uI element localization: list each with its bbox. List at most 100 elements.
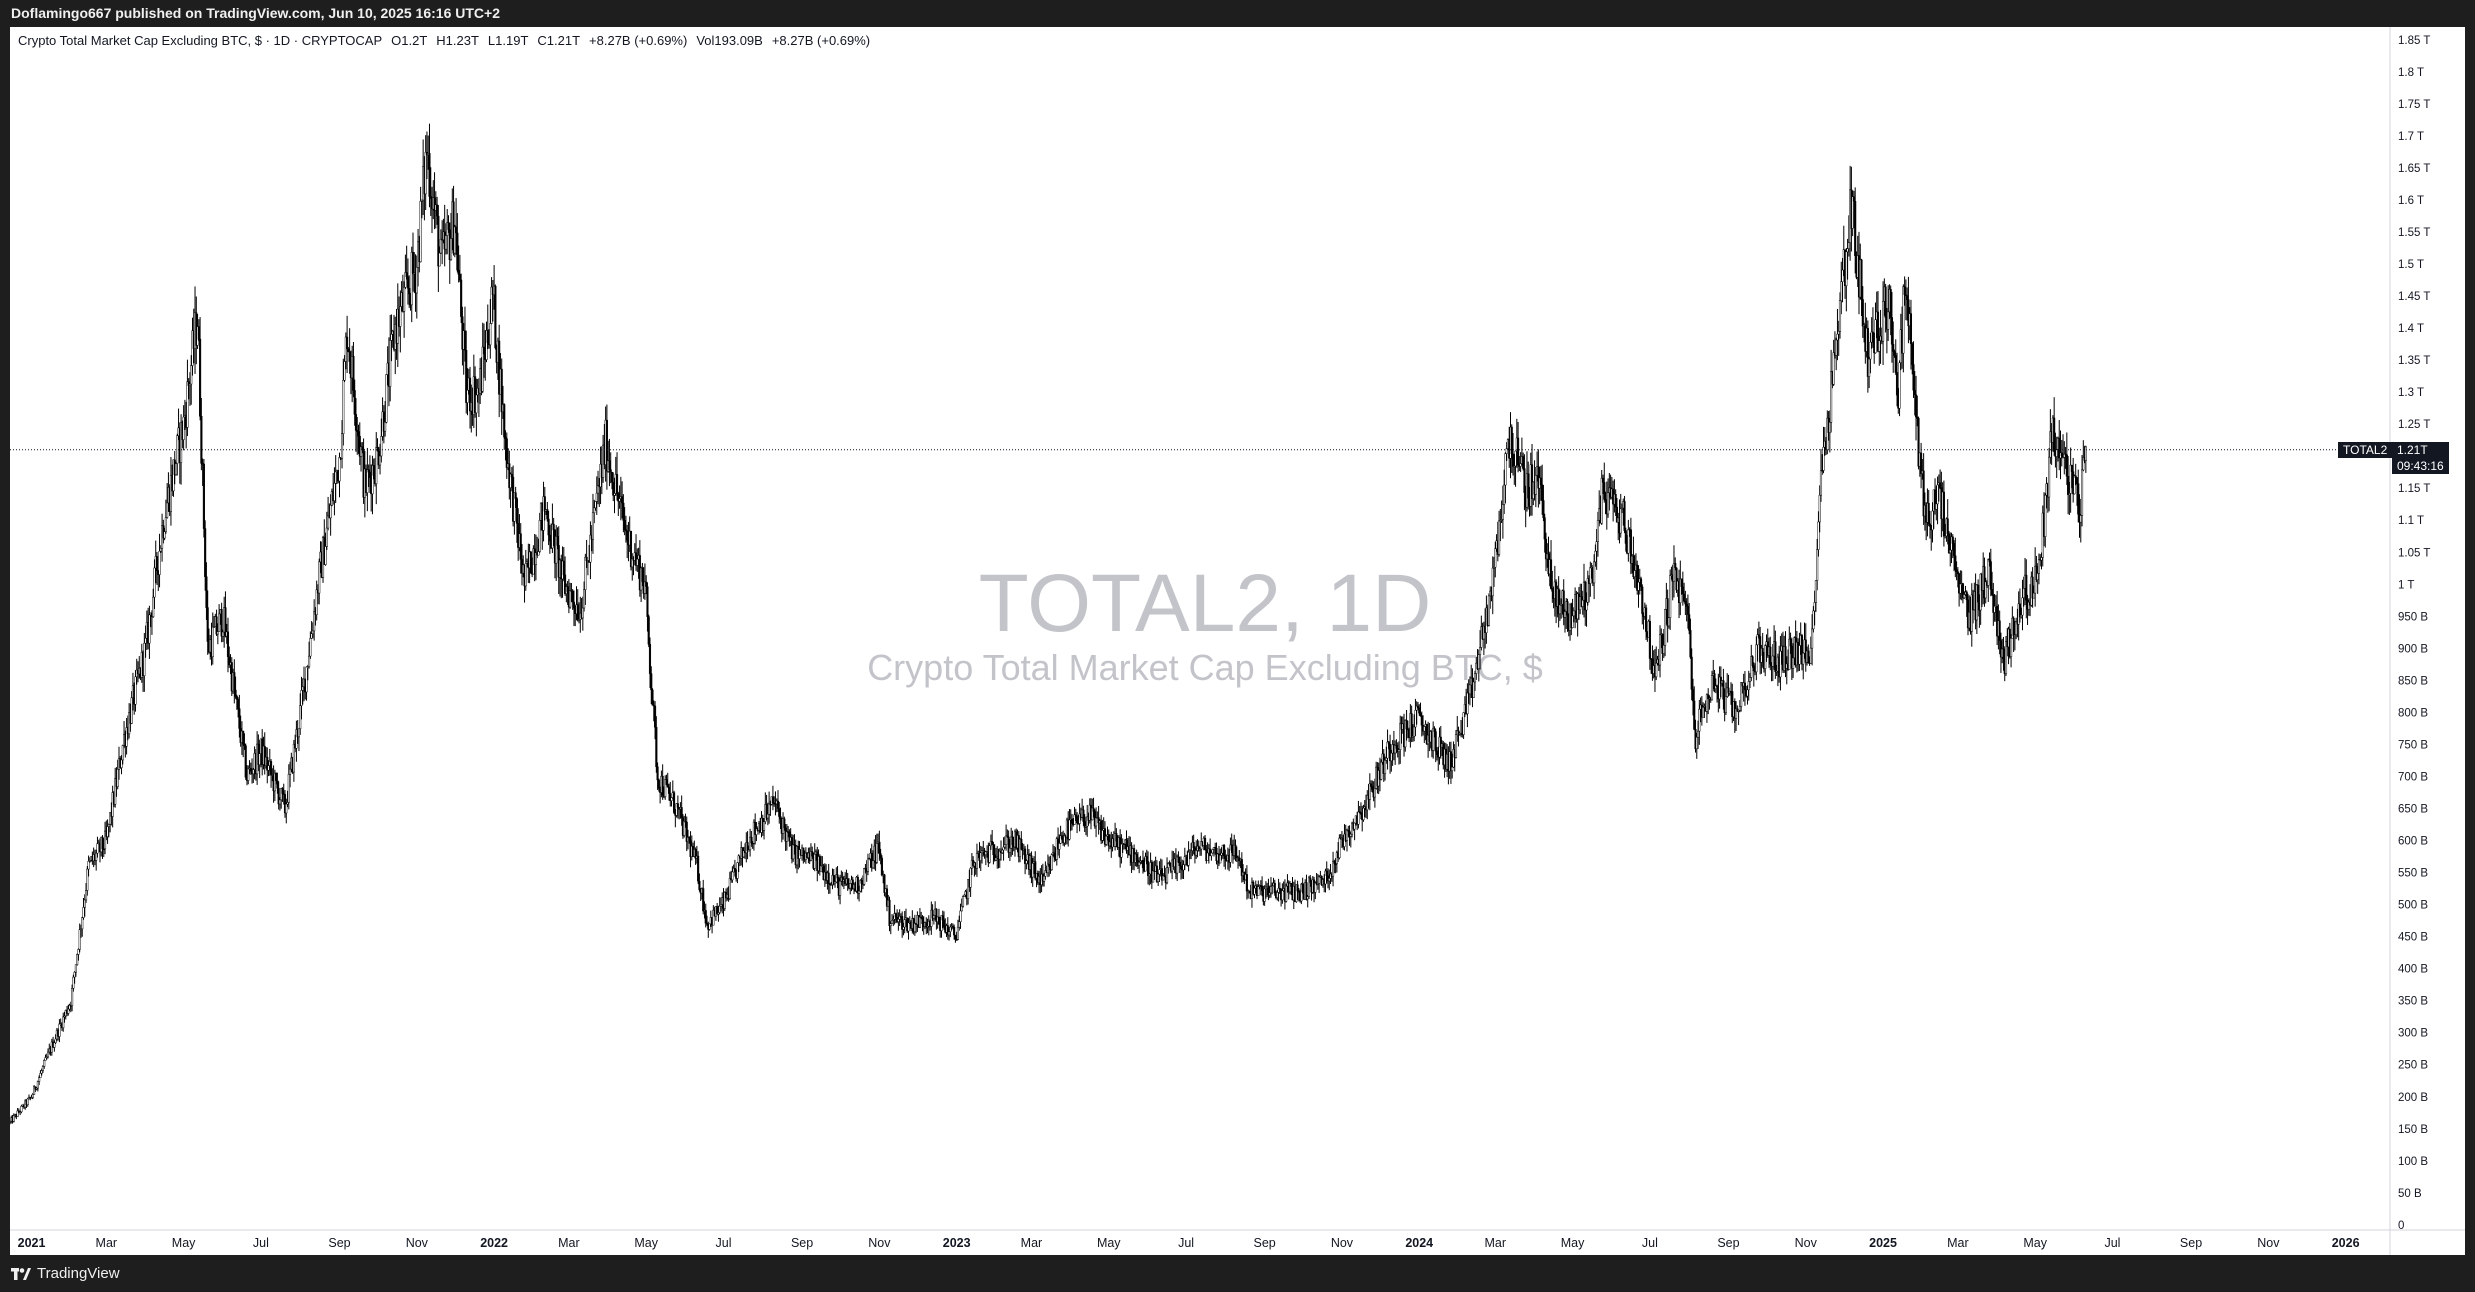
candle-body [827,872,830,885]
candle-body [1269,886,1273,894]
candle-body [226,631,230,657]
candle-body [1204,838,1207,850]
price-tick-label: 1.15 T [2398,483,2430,495]
candle-body [1405,719,1408,730]
candle-body [1889,289,1892,318]
candle-body [116,769,119,787]
candle-body [403,286,406,312]
candle-body [889,923,892,926]
candle-body [878,841,881,854]
candle-body [562,560,565,576]
candle-body [1025,860,1028,864]
candle-body [1648,621,1651,659]
ticker-label: TOTAL2 [2338,441,2393,458]
price-tick-label: 1.3 T [2398,387,2424,399]
candle-body [1927,502,1930,525]
candle-body [1691,689,1695,702]
candle-body [1024,848,1027,864]
candle-body [1752,665,1755,672]
candle-body [1987,559,1990,586]
chart-frame[interactable]: TOTAL2, 1D Crypto Total Market Cap Exclu… [10,27,2465,1255]
candle-body [238,708,241,729]
time-tick-label: 2023 [943,1236,971,1250]
candle-body [186,381,189,428]
legend-open: O1.2T [391,33,428,48]
candle-body [1511,453,1515,467]
publish-info-text: Doflamingo667 published on TradingView.c… [11,5,500,21]
candle-body [1902,286,1905,354]
candle-body [460,279,463,317]
candle-body [1868,358,1871,377]
candle-body [1906,295,1909,300]
price-tick-label: 1.25 T [2398,419,2430,431]
candle-body [1756,634,1759,646]
candlestick-chart[interactable]: 0 50 B 100 B 150 B 200 B 250 B 300 B 350 B 400 B… [10,27,2465,1255]
candle-body [1060,835,1063,839]
candle-body [1913,389,1916,395]
candle-body [325,527,328,547]
candle-body [1600,477,1603,524]
candle-body [1551,588,1554,592]
candle-body [555,536,558,564]
candle-body [1003,844,1006,848]
candle-body [190,365,193,385]
candle-body [1276,892,1279,898]
candle-body [880,857,883,876]
candle-body [1722,680,1725,700]
candle-body [83,899,86,908]
candle-body [101,836,104,850]
candle-body [1788,638,1791,670]
candle-body [1841,269,1844,282]
candle-body [2025,574,2028,601]
time-tick-label: Mar [1021,1236,1043,1250]
candle-body [1920,452,1923,474]
candle-body [233,672,236,691]
candle-body [1893,351,1896,356]
candle-body [1935,503,1938,510]
tradingview-logo[interactable]: TradingView [11,1265,120,1282]
candle-body [221,631,224,637]
candle-body [776,800,780,809]
candle-body [1120,843,1123,858]
candle-body [1789,638,1792,647]
candle-body [1727,687,1730,694]
time-tick-label: Jul [1178,1236,1194,1250]
price-tick-label: 500 B [2398,900,2428,912]
candle-body [1271,885,1274,888]
candle-body [593,507,596,514]
candle-body [276,780,279,789]
candle-body [2065,454,2068,477]
candle-body [902,926,905,930]
candle-body [519,533,522,560]
candle-body [1939,482,1942,488]
candle-body [1187,851,1190,866]
price-tick-label: 900 B [2398,643,2428,655]
candle-body [1658,634,1662,666]
candle-body [343,361,346,381]
candle-body [1798,645,1801,665]
price-tick-label: 600 B [2398,836,2428,848]
candle-body [249,768,252,772]
candle-body [948,931,951,936]
candle-body [1105,835,1108,845]
candle-body [1917,418,1920,467]
candle-body [1008,848,1011,853]
candle-body [1296,884,1299,892]
legend-volume-change: +8.27B (+0.69%) [771,33,871,48]
time-tick-label: Mar [558,1236,580,1250]
candle-body [1951,536,1954,544]
candle-body [1884,286,1887,318]
publish-header: Doflamingo667 published on TradingView.c… [0,0,2475,27]
candle-body [1192,842,1195,849]
candle-body [1695,736,1698,750]
candle-body [647,616,650,645]
candle-body [664,779,667,797]
candle-body [673,792,676,813]
candle-body [1220,852,1223,856]
candle-body [1318,876,1321,884]
candle-body [1261,885,1264,892]
time-tick-label: Mar [96,1236,118,1250]
candle-body [1607,492,1610,515]
candle-body [1451,766,1454,771]
candle-body [595,492,598,502]
